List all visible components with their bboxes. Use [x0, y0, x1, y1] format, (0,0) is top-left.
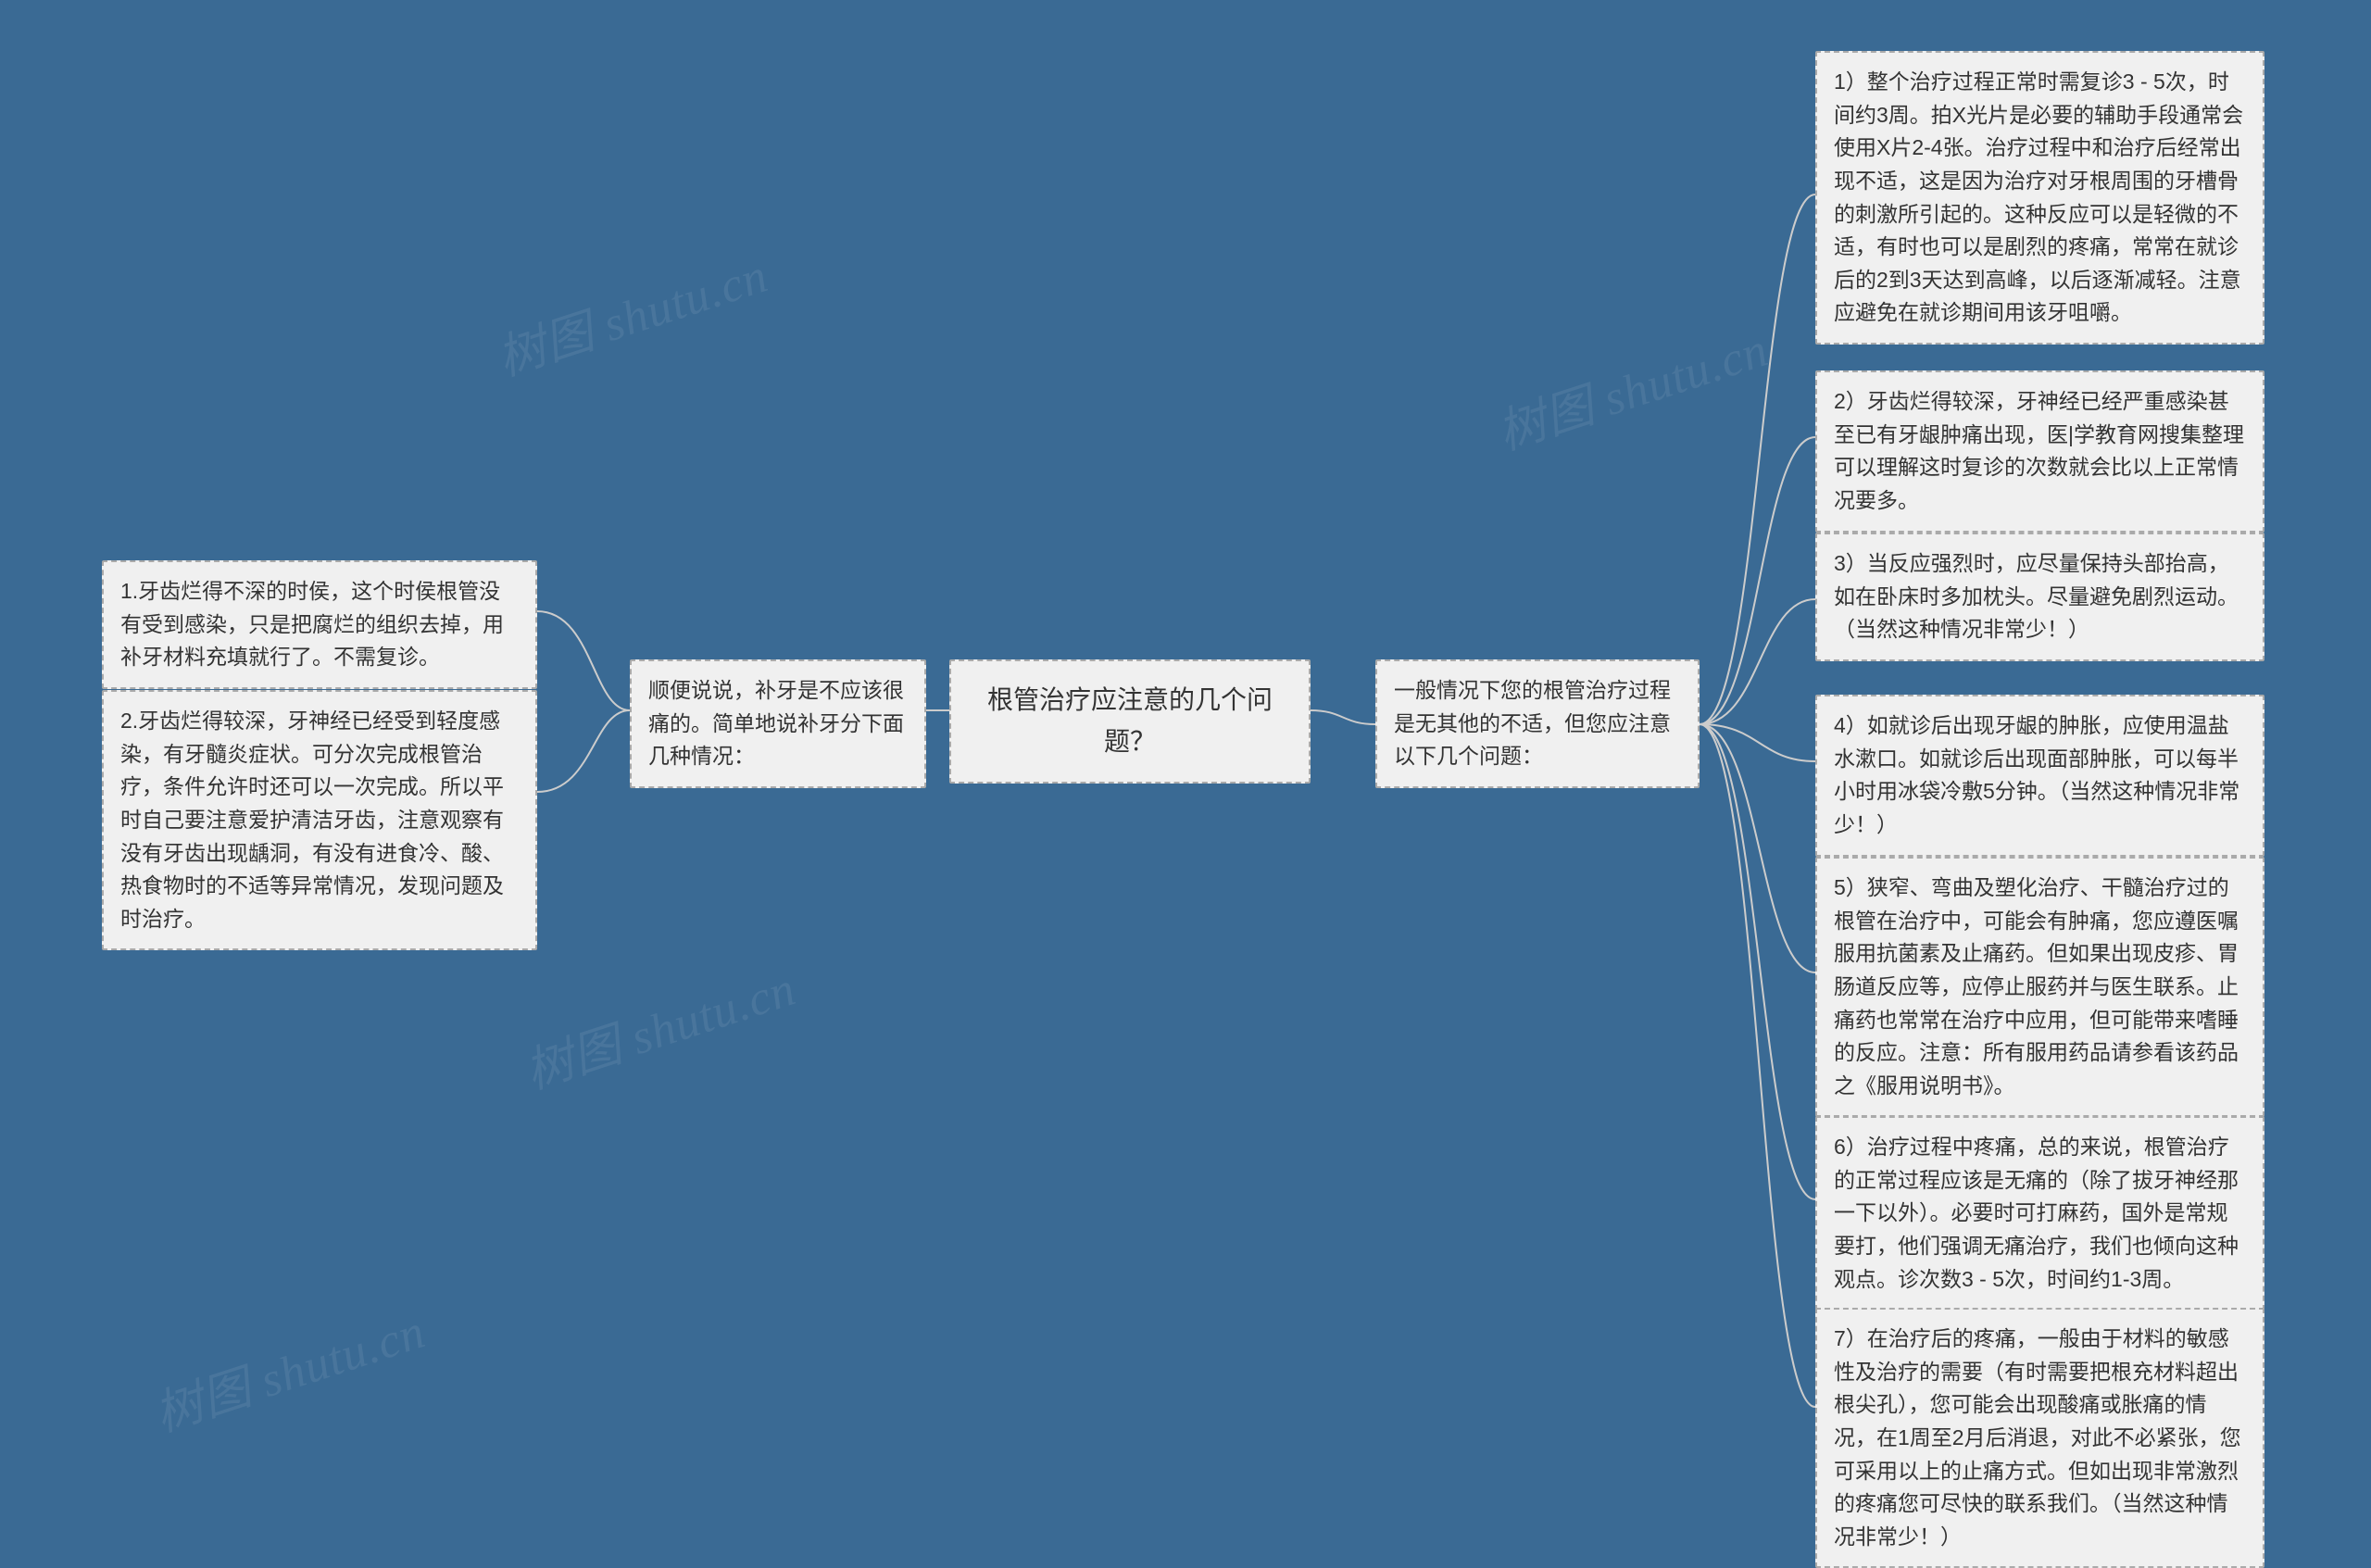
mindmap-right-leaf-1: 1）整个治疗过程正常时需复诊3 - 5次，时间约3周。拍X光片是必要的辅助手段通… — [1815, 51, 2264, 345]
watermark: 树图 shutu.cn — [515, 949, 803, 1102]
watermark: 树图 shutu.cn — [487, 236, 775, 389]
watermark: 树图 shutu.cn — [1487, 310, 1775, 463]
mindmap-right-leaf-5: 5）狭窄、弯曲及塑化治疗、干髓治疗过的根管在治疗中，可能会有肿痛，您应遵医嘱服用… — [1815, 857, 2264, 1117]
mindmap-left-leaf-2: 2.牙齿烂得较深，牙神经已经受到轻度感染，有牙髓炎症状。可分次完成根管治疗，条件… — [102, 690, 537, 950]
watermark: 树图 shutu.cn — [144, 1292, 433, 1445]
mindmap-right-leaf-3: 3）当反应强烈时，应尽量保持头部抬高，如在卧床时多加枕头。尽量避免剧烈运动。（当… — [1815, 533, 2264, 661]
mindmap-right-branch: 一般情况下您的根管治疗过程是无其他的不适，但您应注意以下几个问题： — [1375, 659, 1700, 788]
mindmap-center: 根管治疗应注意的几个问题？ — [949, 659, 1311, 784]
mindmap-right-leaf-4: 4）如就诊后出现牙龈的肿胀，应使用温盐水漱口。如就诊后出现面部肿胀，可以每半小时… — [1815, 695, 2264, 857]
mindmap-left-branch: 顺便说说，补牙是不应该很痛的。简单地说补牙分下面几种情况： — [630, 659, 926, 788]
mindmap-left-leaf-1: 1.牙齿烂得不深的时侯，这个时侯根管没有受到感染，只是把腐烂的组织去掉，用补牙材… — [102, 560, 537, 689]
mindmap-right-leaf-7: 7）在治疗后的疼痛，一般由于材料的敏感性及治疗的需要（有时需要把根充材料超出根尖… — [1815, 1308, 2264, 1568]
mindmap-right-leaf-6: 6）治疗过程中疼痛，总的来说，根管治疗的正常过程应该是无痛的（除了拔牙神经那一下… — [1815, 1116, 2264, 1311]
mindmap-right-leaf-2: 2）牙齿烂得较深，牙神经已经严重感染甚至已有牙龈肿痛出现，医|学教育网搜集整理可… — [1815, 370, 2264, 533]
